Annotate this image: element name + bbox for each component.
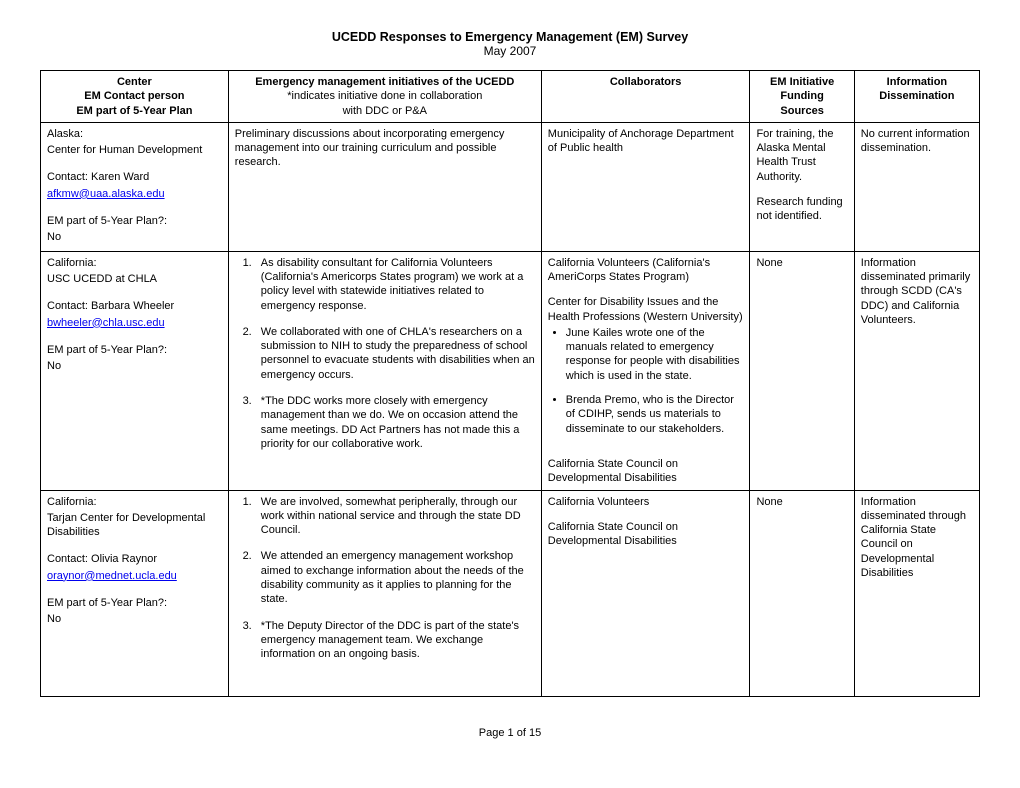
initiatives-list: We are involved, somewhat peripherally, … [235,495,535,662]
contact-email-link[interactable]: bwheeler@chla.usc.edu [47,317,165,329]
collab-line: Center for Disability Issues and the Hea… [548,295,744,324]
header-line: Emergency management initiatives of the … [235,75,535,89]
cell-collaborators: California Volunteers (California's Amer… [541,251,750,490]
header-line: EM Initiative [756,75,847,89]
initiatives-list: As disability consultant for California … [235,256,535,452]
cell-center: California: USC UCEDD at CHLA Contact: B… [41,251,229,490]
cell-initiatives: We are involved, somewhat peripherally, … [228,490,541,696]
collab-bullets: June Kailes wrote one of the manuals rel… [548,326,744,436]
col-header-funding: EM Initiative Funding Sources [750,71,854,123]
col-header-info: Information Dissemination [854,71,979,123]
plan-value: No [47,612,222,626]
page-subtitle: May 2007 [40,44,980,58]
header-line: EM part of 5-Year Plan [47,104,222,118]
list-item: As disability consultant for California … [255,256,535,313]
page-footer: Page 1 of 15 [40,727,980,739]
center-name: Center for Human Development [47,143,222,157]
center-name: Tarjan Center for Developmental Disabili… [47,511,222,540]
header-line: with DDC or P&A [235,104,535,118]
cell-info: Information disseminated primarily throu… [854,251,979,490]
list-item: Brenda Premo, who is the Director of CDI… [566,393,744,436]
collab-line: Municipality of Anchorage Department of … [548,127,744,156]
center-state: California: [47,495,222,509]
plan-label: EM part of 5-Year Plan?: [47,214,222,228]
list-item: We collaborated with one of CHLA's resea… [255,325,535,382]
plan-label: EM part of 5-Year Plan?: [47,343,222,357]
collab-line: California State Council on Developmenta… [548,520,744,549]
survey-table: Center EM Contact person EM part of 5-Ye… [40,70,980,697]
plan-value: No [47,359,222,373]
contact-label: Contact: Olivia Raynor [47,552,222,566]
cell-initiatives: Preliminary discussions about incorporat… [228,122,541,251]
funding-text: Research funding not identified. [756,195,847,224]
cell-center: Alaska: Center for Human Development Con… [41,122,229,251]
center-state: California: [47,256,222,270]
list-item: We attended an emergency management work… [255,549,535,606]
table-row: California: USC UCEDD at CHLA Contact: B… [41,251,980,490]
list-item: *The DDC works more closely with emergen… [255,394,535,451]
col-header-initiatives: Emergency management initiatives of the … [228,71,541,123]
cell-collaborators: California Volunteers California State C… [541,490,750,696]
cell-info: Information disseminated through Califor… [854,490,979,696]
header-line: *indicates initiative done in collaborat… [235,89,535,103]
contact-email-link[interactable]: oraynor@mednet.ucla.edu [47,570,177,582]
table-row: California: Tarjan Center for Developmen… [41,490,980,696]
list-item: *The Deputy Director of the DDC is part … [255,619,535,662]
contact-label: Contact: Karen Ward [47,170,222,184]
cell-funding: None [750,251,854,490]
page-title: UCEDD Responses to Emergency Management … [40,30,980,44]
table-row: Alaska: Center for Human Development Con… [41,122,980,251]
collab-line: California Volunteers (California's Amer… [548,256,744,285]
cell-info: No current information dissemination. [854,122,979,251]
list-item: June Kailes wrote one of the manuals rel… [566,326,744,383]
collab-line: California State Council on Developmenta… [548,457,744,486]
header-line: Information [861,75,973,89]
table-header-row: Center EM Contact person EM part of 5-Ye… [41,71,980,123]
center-state: Alaska: [47,127,222,141]
contact-label: Contact: Barbara Wheeler [47,299,222,313]
header-line: EM Contact person [47,89,222,103]
header-line: Center [47,75,222,89]
cell-funding: For training, the Alaska Mental Health T… [750,122,854,251]
plan-value: No [47,230,222,244]
header-line: Funding [756,89,847,103]
col-header-center: Center EM Contact person EM part of 5-Ye… [41,71,229,123]
cell-collaborators: Municipality of Anchorage Department of … [541,122,750,251]
contact-email-link[interactable]: afkmw@uaa.alaska.edu [47,188,165,200]
header-line: Sources [756,104,847,118]
cell-initiatives: As disability consultant for California … [228,251,541,490]
list-item: We are involved, somewhat peripherally, … [255,495,535,538]
center-name: USC UCEDD at CHLA [47,272,222,286]
header-line: Dissemination [861,89,973,103]
collab-line: California Volunteers [548,495,744,509]
col-header-collaborators: Collaborators [541,71,750,123]
funding-text: For training, the Alaska Mental Health T… [756,127,847,184]
cell-funding: None [750,490,854,696]
cell-center: California: Tarjan Center for Developmen… [41,490,229,696]
